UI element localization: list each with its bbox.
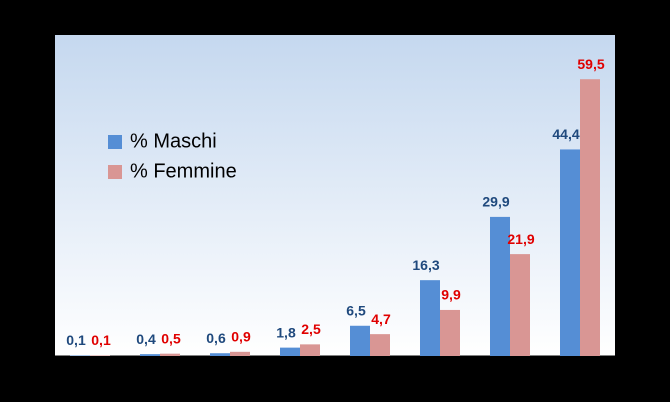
- value-label: 2,5: [301, 321, 321, 337]
- value-label: 6,5: [346, 302, 366, 318]
- value-label: 59,5: [577, 56, 604, 72]
- bar: [490, 216, 510, 356]
- bar: [510, 254, 530, 356]
- bar: [210, 353, 230, 356]
- value-label: 1,8: [276, 324, 296, 340]
- legend-swatch: [108, 135, 122, 149]
- value-label: 44,4: [552, 126, 579, 142]
- value-label: 16,3: [412, 257, 439, 273]
- bar: [440, 309, 460, 356]
- bar: [370, 334, 390, 356]
- bar: [160, 353, 180, 356]
- value-label: 29,9: [482, 194, 509, 210]
- value-label: 4,7: [371, 311, 391, 327]
- bar: [420, 280, 440, 356]
- value-label: 0,1: [91, 332, 111, 348]
- bar: [350, 325, 370, 356]
- legend-label: % Femmine: [130, 160, 237, 182]
- value-label: 9,9: [441, 287, 461, 303]
- value-label: 0,1: [66, 332, 86, 348]
- value-label: 0,6: [206, 330, 226, 346]
- bar: [140, 354, 160, 356]
- value-label: 0,4: [136, 331, 156, 347]
- plot-area: [55, 35, 615, 356]
- bar: [230, 351, 250, 356]
- bar: [560, 149, 580, 356]
- value-label: 21,9: [507, 231, 534, 247]
- value-label: 0,9: [231, 329, 251, 345]
- legend-swatch: [108, 165, 122, 179]
- bar: [580, 79, 600, 357]
- bar: [300, 344, 320, 356]
- value-label: 0,5: [161, 330, 181, 346]
- legend-label: % Maschi: [130, 130, 217, 152]
- bar: [280, 347, 300, 356]
